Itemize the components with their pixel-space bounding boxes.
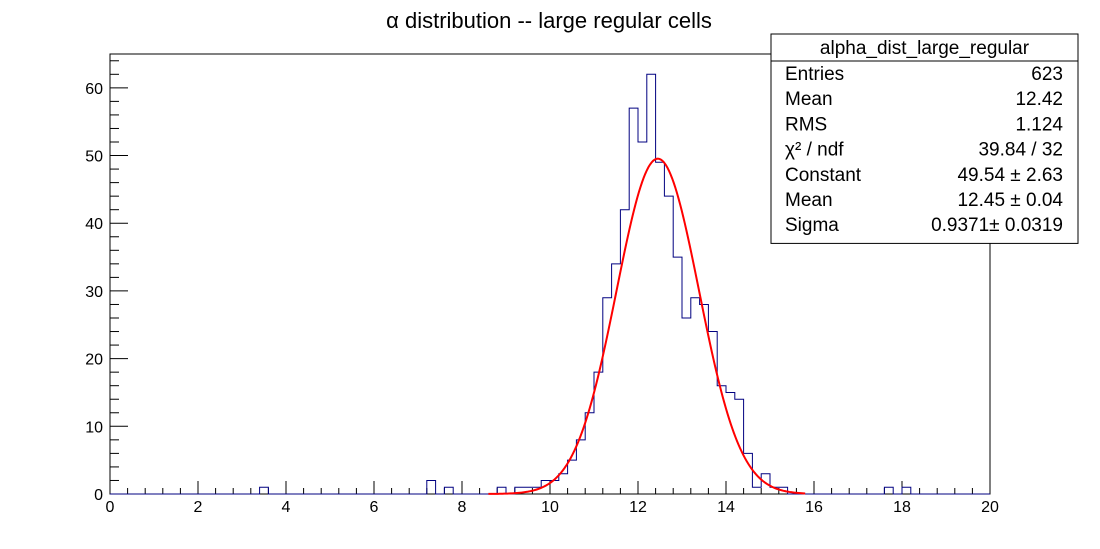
histogram-bin: [682, 318, 691, 494]
stats-row-value: 623: [1031, 64, 1063, 85]
x-tick-label: 4: [282, 499, 291, 516]
x-tick-label: 16: [805, 499, 823, 516]
x-tick-label: 20: [981, 499, 999, 516]
stats-row-value: 12.42: [1015, 89, 1063, 110]
histogram-bin: [673, 257, 682, 494]
histogram-bin: [260, 487, 269, 494]
stats-row-label: Sigma: [785, 215, 839, 236]
y-tick-label: 50: [85, 149, 103, 166]
x-tick-label: 18: [893, 499, 911, 516]
histogram-bin: [559, 474, 568, 494]
histogram-bin: [638, 142, 647, 494]
y-tick-label: 30: [85, 284, 103, 301]
histogram-bin: [585, 413, 594, 494]
histogram-bin: [603, 298, 612, 494]
histogram-bin: [656, 162, 665, 494]
y-tick-label: 20: [85, 352, 103, 369]
histogram-bin: [752, 487, 761, 494]
gaussian-fit-curve: [488, 157, 806, 495]
histogram-bin: [568, 460, 577, 494]
stats-box-rows: Entries 623 Mean 12.42 RMS 1.124 χ² / ndf 39.84…: [785, 64, 1063, 236]
histogram-series: [110, 73, 990, 495]
histogram-bin: [691, 298, 700, 494]
histogram-bin: [664, 196, 673, 494]
stats-row-value: 39.84 / 32: [978, 140, 1063, 161]
stats-row-value: 0.9371± 0.0319: [931, 215, 1063, 236]
histogram-bin: [884, 487, 893, 494]
histogram-bin: [444, 487, 453, 494]
stats-row-label: χ² / ndf: [785, 140, 844, 161]
histogram-bin: [629, 108, 638, 494]
stats-row-label: Mean: [785, 89, 833, 110]
stats-row-label: RMS: [785, 114, 827, 135]
x-tick-label: 10: [541, 499, 559, 516]
y-tick-label: 0: [94, 487, 103, 504]
x-tick-label: 6: [370, 499, 379, 516]
x-axis: 0 2 4 6 8 10 12 14 16 18 20: [106, 481, 999, 516]
chart-title: α distribution -- large regular cells: [386, 8, 712, 33]
x-tick-label: 8: [458, 499, 467, 516]
stats-row-value: 1.124: [1015, 114, 1063, 135]
stats-box-frame: [770, 33, 1079, 244]
x-tick-label: 0: [106, 499, 115, 516]
histogram-bin: [647, 74, 656, 494]
stats-row-value: 12.45 ± 0.04: [957, 190, 1063, 211]
stats-row-value: 49.54 ± 2.63: [957, 165, 1063, 186]
x-tick-label: 2: [194, 499, 203, 516]
histogram-bin: [576, 440, 585, 494]
stats-box: alpha_dist_large_regular Entries 623 Mean 1…: [770, 33, 1079, 244]
stats-row-label: Entries: [785, 64, 844, 85]
histogram-bin: [902, 487, 911, 494]
y-axis: 0 10 20 30 40 50 60: [85, 60, 128, 504]
y-tick-label: 60: [85, 81, 103, 98]
stats-row-label: Constant: [785, 165, 862, 186]
x-tick-label: 14: [717, 499, 735, 516]
x-tick-label: 12: [629, 499, 647, 516]
stats-row-label: Mean: [785, 190, 833, 211]
histogram-bin: [726, 392, 735, 494]
stats-box-name: alpha_dist_large_regular: [820, 38, 1030, 59]
histogram-bin: [427, 480, 436, 494]
y-tick-label: 40: [85, 216, 103, 233]
y-tick-label: 10: [85, 419, 103, 436]
